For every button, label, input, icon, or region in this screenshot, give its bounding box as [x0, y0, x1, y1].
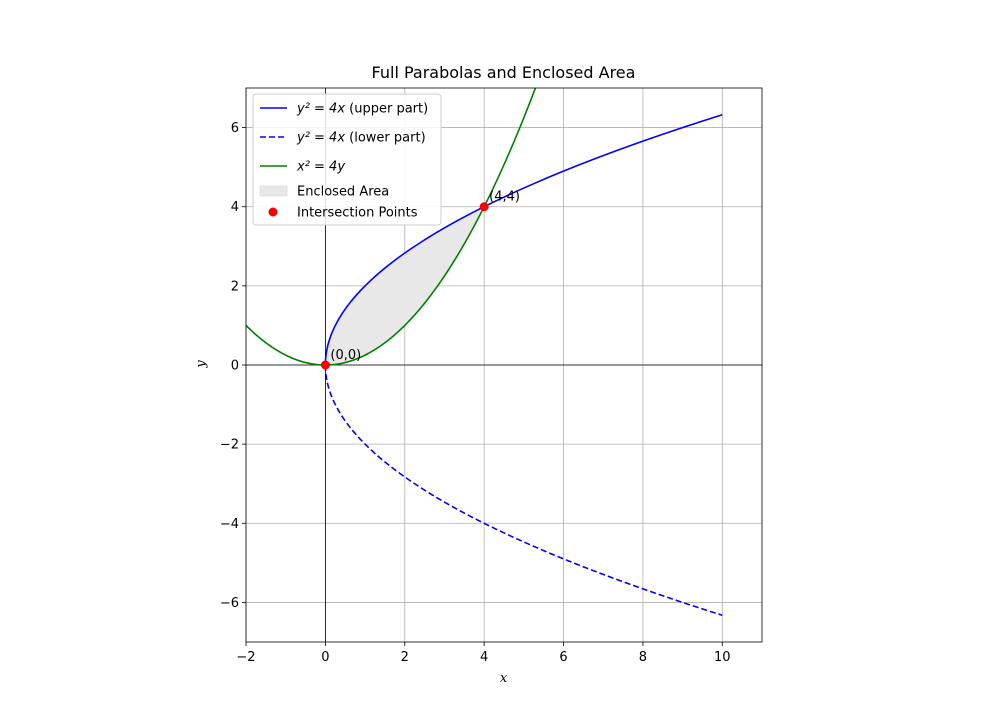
y-tick-label: −4	[220, 517, 239, 532]
y-tick-label: −2	[220, 438, 239, 453]
legend-entry-main: Intersection Points	[297, 206, 418, 221]
chart-title: Full Parabolas and Enclosed Area	[372, 63, 636, 82]
annotation-label: (4,4)	[489, 190, 520, 205]
legend-entry-main: y² = 4x	[296, 102, 345, 117]
legend-marker-swatch	[268, 207, 278, 217]
legend-entry-suffix: (upper part)	[345, 102, 428, 117]
x-tick-label: 6	[559, 650, 567, 665]
legend-entry-main: x² = 4y	[296, 160, 345, 175]
y-tick-label: 6	[231, 121, 239, 136]
intersection-point	[320, 360, 330, 370]
y-tick-label: 2	[231, 279, 239, 294]
y-tick-label: 0	[231, 359, 239, 374]
y-tick-label: 4	[231, 200, 239, 215]
y-tick-label: −6	[220, 596, 239, 611]
legend-box	[252, 93, 442, 226]
legend-entry-label: y² = 4x (lower part)	[296, 131, 426, 146]
lower-parabola-line	[324, 364, 723, 617]
annotation-label: (0,0)	[330, 348, 361, 363]
x-tick-label: −2	[236, 650, 255, 665]
legend-entry-label: Intersection Points	[297, 206, 418, 221]
legend-entry-label: y² = 4x (upper part)	[296, 102, 428, 117]
legend-entry-suffix: (lower part)	[345, 131, 426, 146]
y-axis-label: y	[194, 360, 209, 369]
x-tick-label: 8	[639, 650, 647, 665]
upper-parabola-line	[324, 113, 723, 366]
x-tick-label: 4	[480, 650, 488, 665]
legend-entry-label: x² = 4y	[296, 160, 345, 175]
x-axis-label: x	[500, 671, 508, 686]
intersection-point	[479, 202, 489, 212]
legend-entry-label: Enclosed Area	[297, 185, 389, 200]
legend-fill-swatch	[259, 185, 288, 197]
x-tick-label: 0	[321, 650, 329, 665]
enclosed-area-fill	[325, 206, 485, 365]
x-tick-label: 2	[401, 650, 409, 665]
plot-area: (0,0) (4,4) −2 0 2 4 6 8 10 −6 −4 −2 0 2 4 6 y² = 4x (up…	[220, 87, 763, 665]
legend: y² = 4x (upper part)y² = 4x (lower part)…	[252, 93, 442, 226]
legend-entry-main: y² = 4x	[296, 131, 345, 146]
legend-entry-main: Enclosed Area	[297, 185, 389, 200]
green-parabola-line	[246, 88, 537, 366]
x-tick-label: 10	[714, 650, 731, 665]
